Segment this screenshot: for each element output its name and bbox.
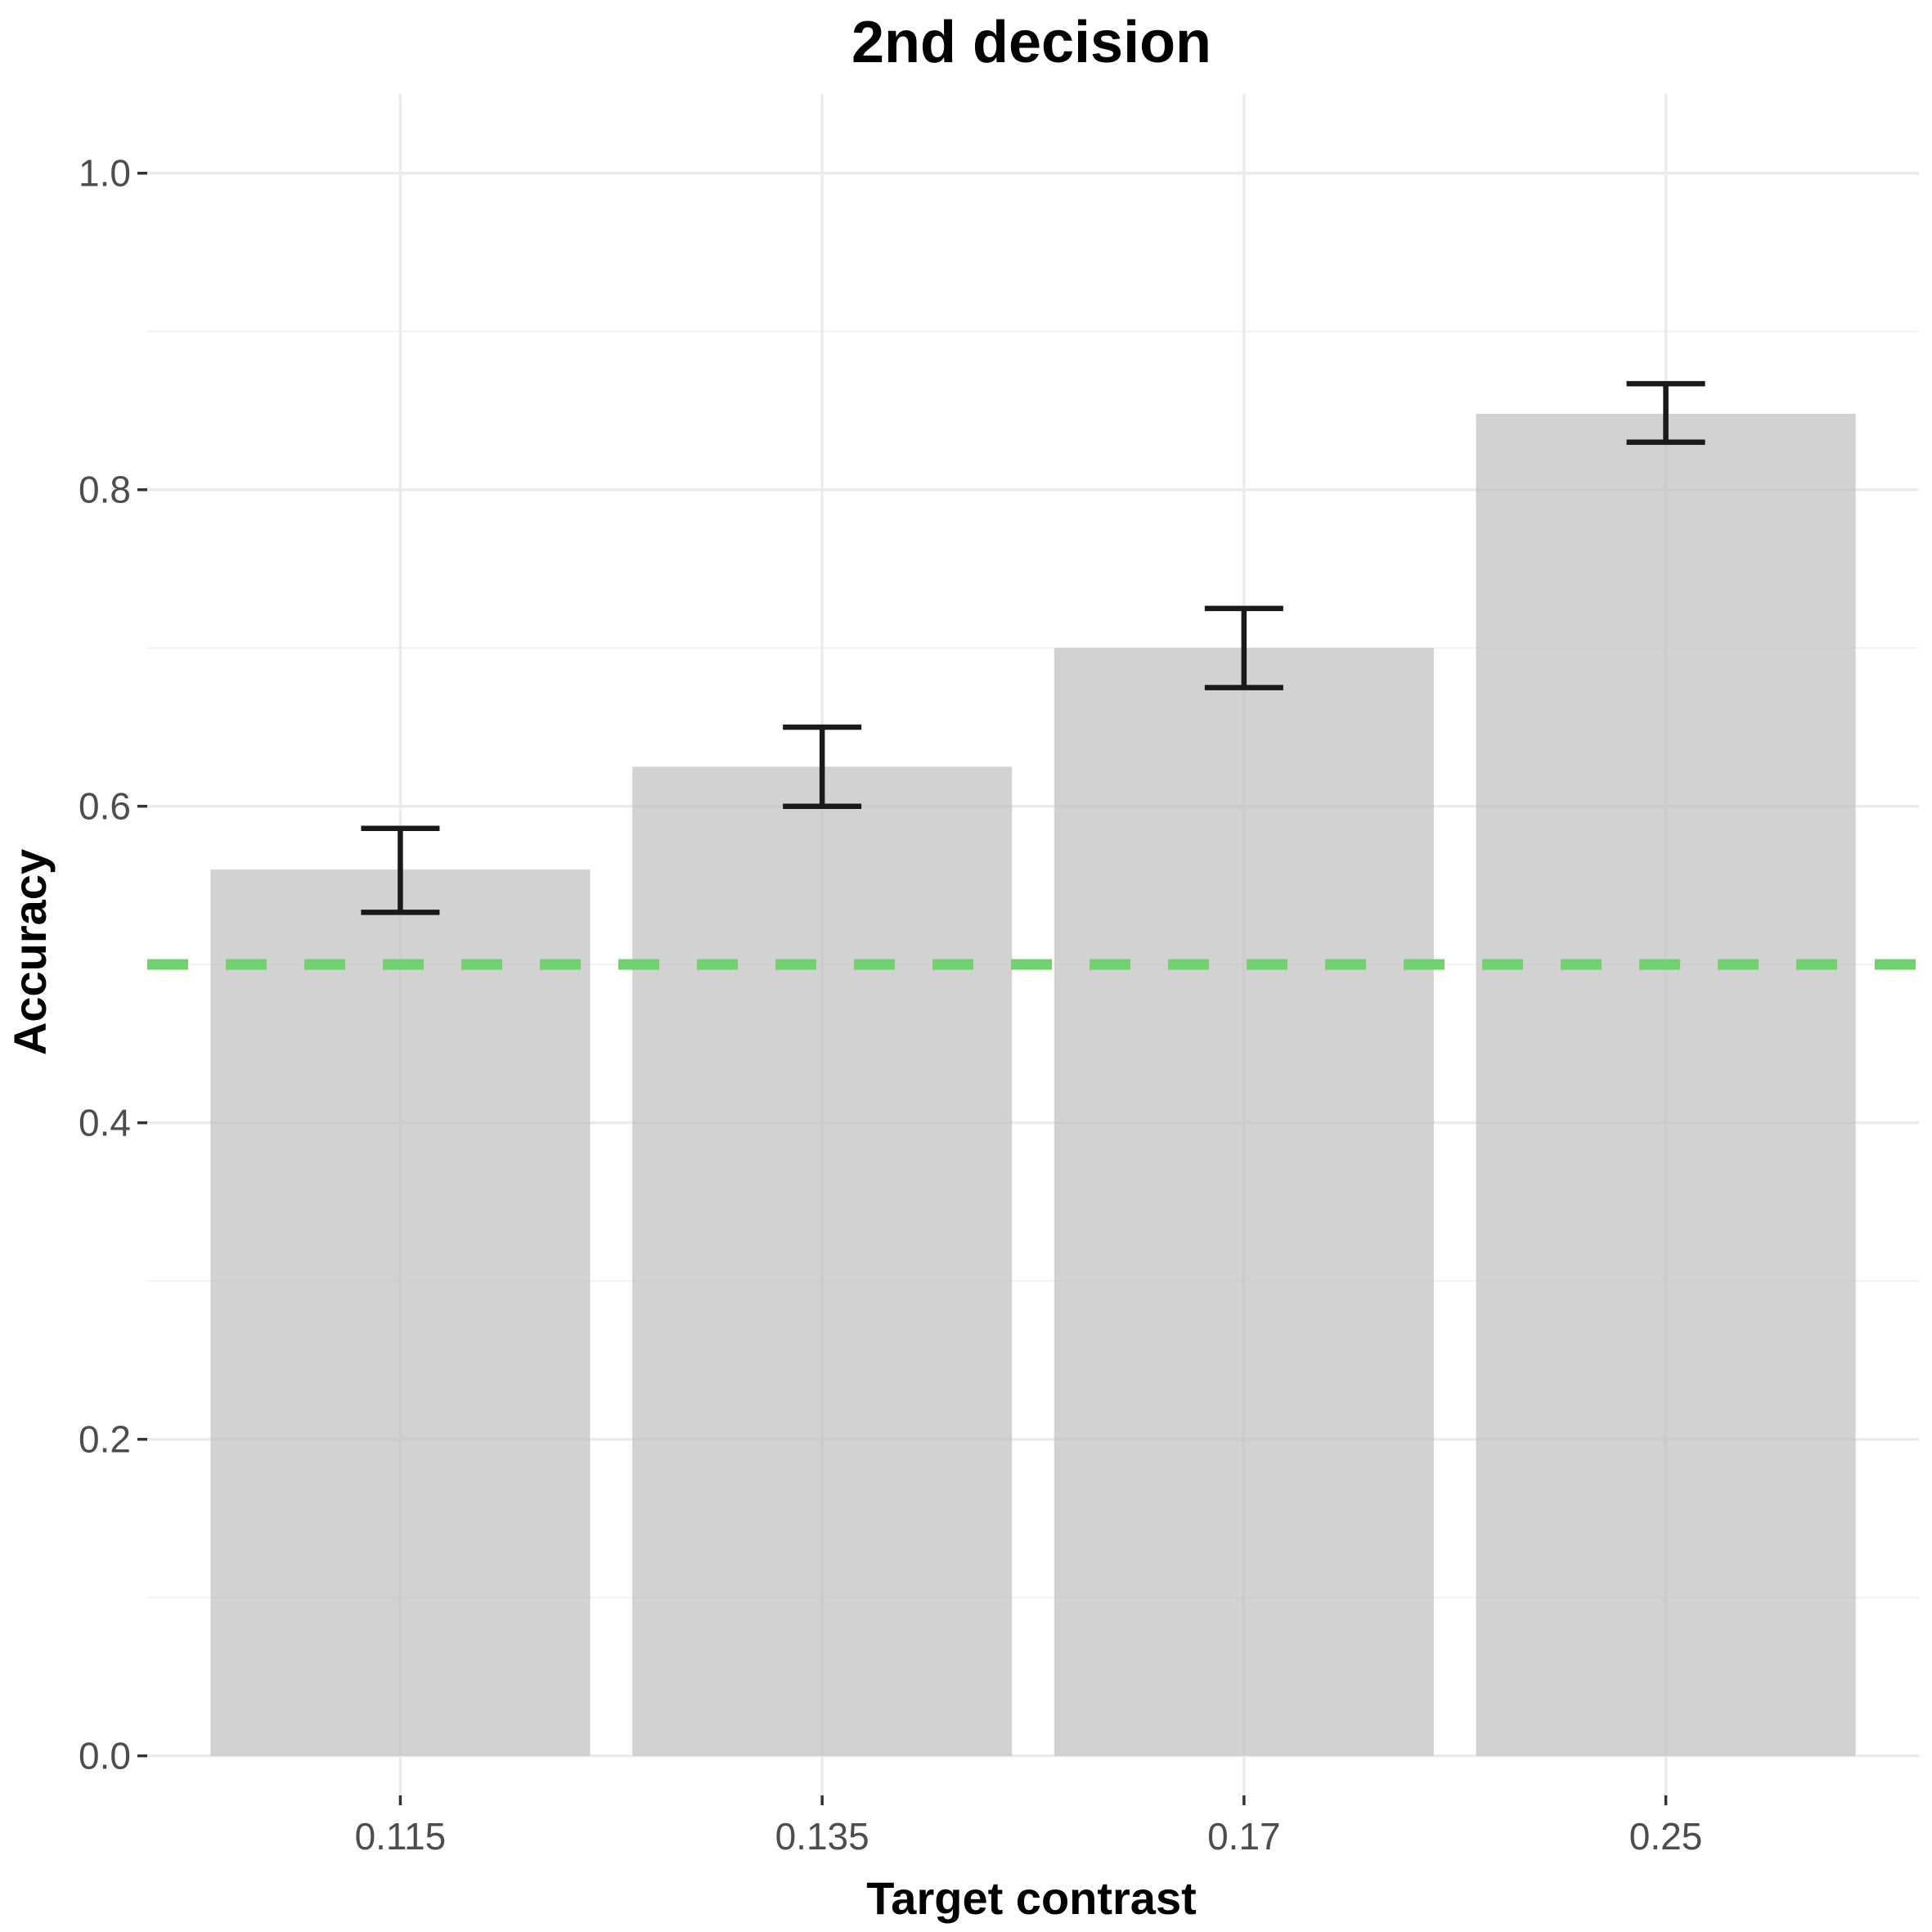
error-bar xyxy=(361,825,440,915)
bar xyxy=(210,869,591,1756)
y-tick-label: 1.0 xyxy=(79,152,131,195)
x-tick-label: 0.115 xyxy=(355,1815,447,1858)
chart-title: 2nd decision xyxy=(851,10,1211,75)
bar xyxy=(1476,413,1856,1756)
bar xyxy=(632,766,1013,1756)
axis-ticks: 0.0 0.2 0.4 0.6 0.8 1.0 0.115 0.135 0.17 0.25 xyxy=(79,152,1702,1858)
bars xyxy=(210,413,1856,1756)
y-tick-label: 0.8 xyxy=(79,469,131,511)
error-bar xyxy=(1626,380,1705,445)
error-bar xyxy=(783,724,862,809)
y-tick-label: 0.4 xyxy=(79,1102,131,1144)
x-tick-label: 0.135 xyxy=(775,1815,869,1858)
x-axis-title: Target contrast xyxy=(866,1872,1196,1924)
x-tick-label: 0.17 xyxy=(1207,1815,1281,1858)
y-tick-label: 0.6 xyxy=(79,785,131,828)
error-bars xyxy=(361,380,1705,915)
bar xyxy=(1054,648,1434,1756)
y-tick-label: 0.0 xyxy=(79,1735,131,1777)
error-bar xyxy=(1204,605,1283,690)
y-axis-title: Accuracy xyxy=(4,849,56,1055)
y-tick-label: 0.2 xyxy=(79,1418,131,1461)
x-tick-label: 0.25 xyxy=(1629,1815,1703,1858)
